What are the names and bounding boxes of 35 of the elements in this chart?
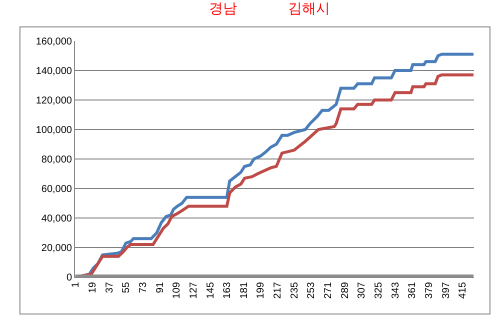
y-tick-label: 20,000 [41, 243, 72, 254]
x-tick-label: 397 [440, 282, 452, 299]
x-tick-label: 55 [121, 282, 132, 294]
text: 경남 [209, 0, 237, 16]
x-tick-label: 145 [205, 282, 216, 299]
text: 김해시 [288, 0, 330, 16]
x-tick-label: 235 [289, 282, 300, 299]
x-tick-label: 19 [88, 282, 99, 294]
x-tick-label: 109 [172, 282, 183, 299]
x-tick-label: 379 [424, 282, 435, 299]
x-tick-label: 91 [154, 282, 166, 294]
x-tick-label: 199 [256, 282, 267, 299]
x-tick-label: 289 [340, 282, 351, 299]
y-tick-label: 60,000 [41, 184, 72, 195]
x-tick-label: 307 [356, 282, 368, 299]
y-tick-label: 160,000 [36, 36, 72, 48]
y-tick-label: 80,000 [41, 154, 72, 166]
x-tick-label: 37 [104, 282, 116, 294]
x-tick-label: 271 [323, 282, 334, 299]
x-tick-label: 253 [306, 282, 318, 299]
x-tick-label: 217 [272, 282, 284, 299]
x-tick-label: 361 [407, 282, 418, 299]
y-tick-label: 100,000 [36, 125, 72, 136]
y-tick-label: 0 [66, 272, 72, 284]
x-tick-label: 343 [390, 282, 402, 299]
y-tick-label: 140,000 [36, 66, 72, 77]
x-tick-label: 415 [458, 282, 469, 299]
x-tick-label: 325 [373, 282, 384, 299]
x-tick-label: 181 [238, 282, 250, 299]
y-tick-label: 120,000 [36, 96, 72, 106]
x-tick-label: 73 [138, 282, 149, 294]
x-tick-label: 1 [70, 282, 82, 288]
y-tick-label: 40,000 [41, 214, 72, 224]
x-tick-label: 163 [222, 282, 234, 299]
x-tick-label: 127 [188, 282, 200, 299]
